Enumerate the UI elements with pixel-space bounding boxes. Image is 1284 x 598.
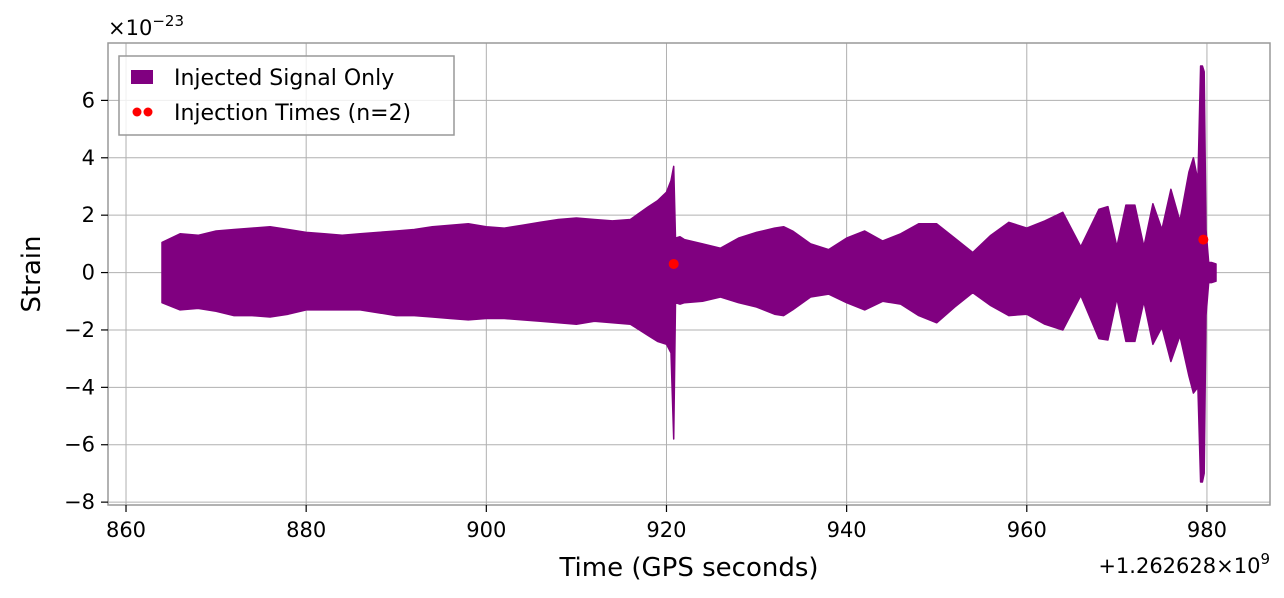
x-offset-label: +1.262628×109 [1098, 550, 1270, 578]
x-tick-label: 880 [286, 518, 326, 542]
x-axis-label: Time (GPS seconds) [558, 553, 818, 583]
signal-envelope [161, 65, 1217, 483]
y-tick-label: 6 [82, 88, 95, 112]
legend-marker-injection-1 [132, 107, 142, 117]
x-tick-label: 960 [1007, 518, 1047, 542]
legend-label-signal: Injected Signal Only [174, 66, 394, 91]
y-tick-label: −2 [64, 318, 95, 342]
legend-swatch-signal [131, 70, 153, 84]
x-tick-label: 900 [466, 518, 506, 542]
x-tick-label: 920 [646, 518, 686, 542]
injection-time-point [1198, 234, 1209, 245]
x-offset-times: ×10 [1216, 554, 1260, 578]
y-axis: −8 −6 −4 −2 0 2 4 6 [64, 88, 108, 514]
y-scale-label: ×10−23 [108, 12, 184, 40]
y-tick-label: 0 [82, 261, 95, 285]
y-tick-label: −4 [64, 375, 95, 399]
y-tick-label: −6 [64, 433, 95, 457]
y-tick-label: −8 [64, 490, 95, 514]
injection-time-point [668, 258, 679, 269]
x-axis: 860 880 900 920 940 960 980 [106, 505, 1227, 542]
y-axis-label: Strain [17, 235, 47, 312]
x-tick-label: 980 [1187, 518, 1227, 542]
plot-area [161, 65, 1217, 483]
y-tick-label: 2 [82, 203, 95, 227]
axes-frame [107, 42, 1271, 506]
x-tick-label: 940 [827, 518, 867, 542]
x-offset-exponent: 9 [1260, 550, 1270, 568]
legend-label-injection: Injection Times (n=2) [174, 101, 411, 126]
y-scale-base: ×10 [108, 16, 152, 40]
y-tick-label: 4 [82, 146, 95, 170]
x-tick-label: 860 [106, 518, 146, 542]
legend-marker-injection-2 [143, 107, 153, 117]
x-offset-base: +1.262628 [1098, 554, 1216, 578]
legend-frame [118, 55, 455, 136]
y-scale-exponent: −23 [152, 12, 184, 30]
legend: Injected Signal Only Injection Times (n=… [118, 55, 455, 136]
